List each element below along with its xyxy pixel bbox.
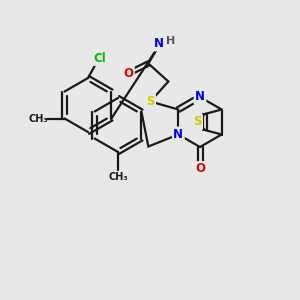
Text: Cl: Cl (94, 52, 106, 64)
Text: H: H (166, 35, 175, 46)
Text: O: O (123, 67, 133, 80)
Text: N: N (173, 128, 183, 141)
Text: S: S (146, 95, 154, 108)
Text: CH₃: CH₃ (29, 113, 48, 124)
Text: S: S (193, 116, 202, 128)
Text: CH₃: CH₃ (108, 172, 128, 182)
Text: O: O (195, 163, 205, 176)
Text: N: N (154, 37, 164, 50)
Text: N: N (195, 91, 205, 103)
